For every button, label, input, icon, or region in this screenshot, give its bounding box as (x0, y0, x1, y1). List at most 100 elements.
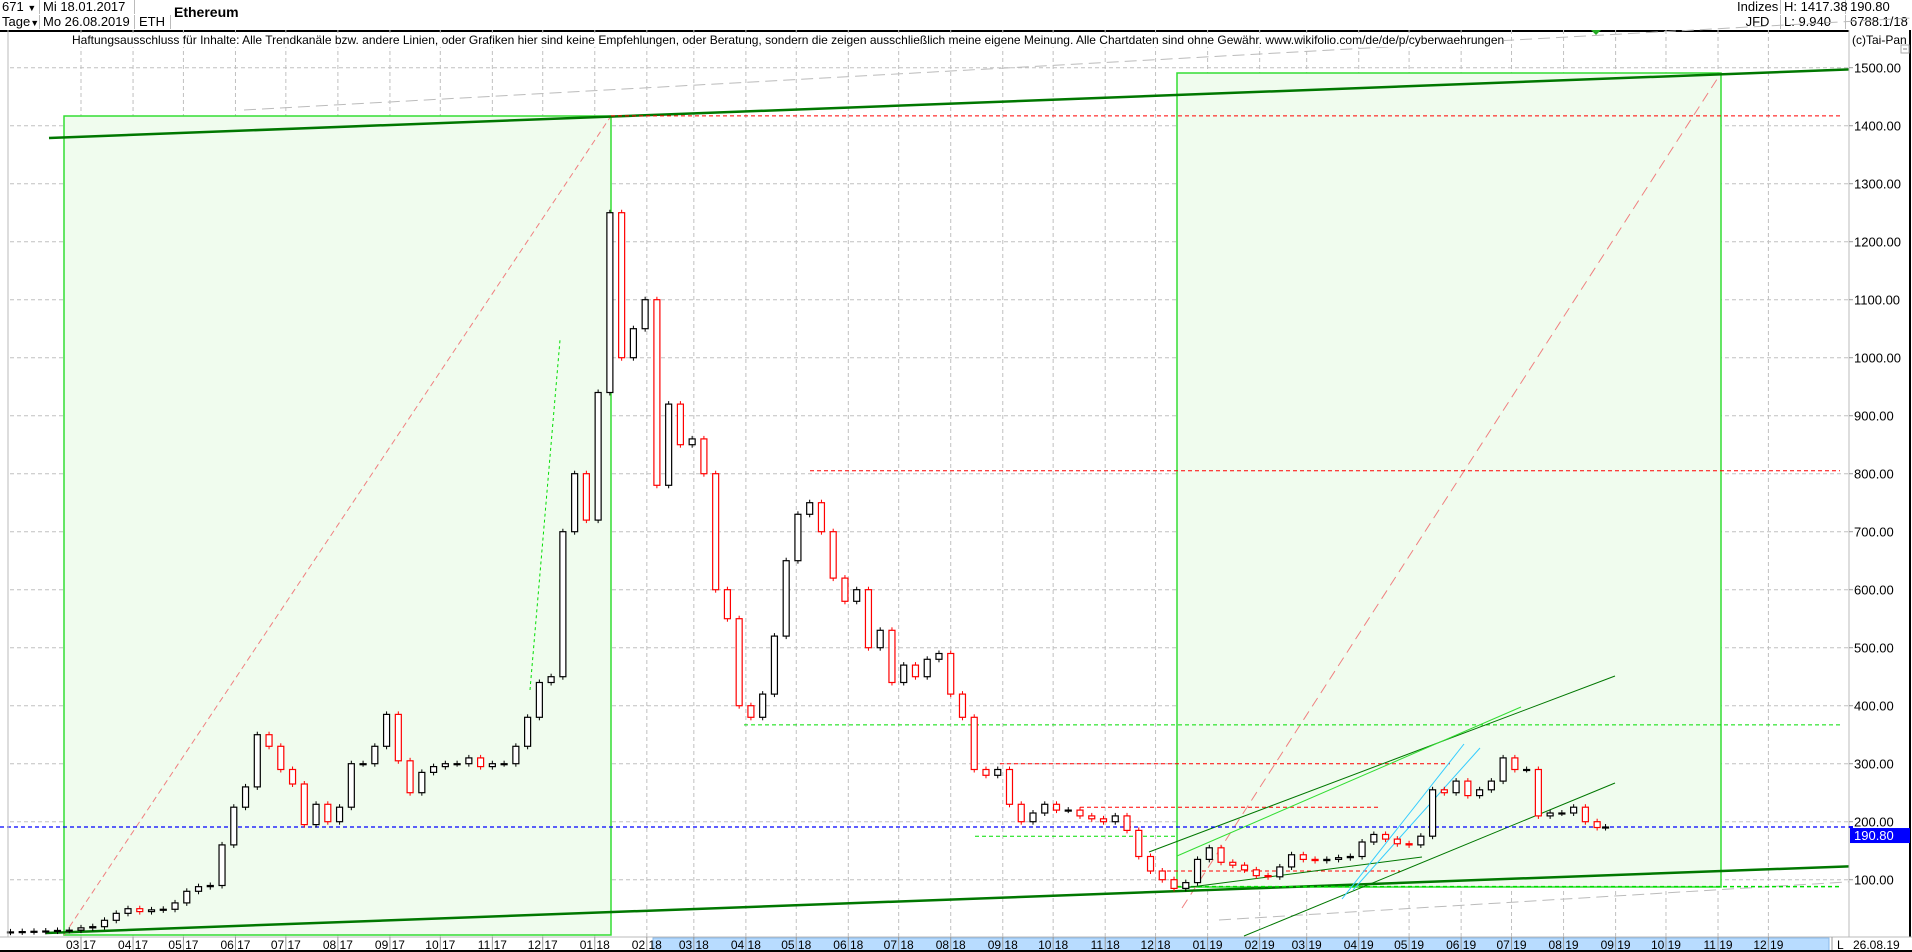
trend-channel-2019-mid (1176, 706, 1522, 857)
candle (89, 926, 97, 929)
candle (547, 676, 555, 684)
candle (618, 212, 626, 359)
price-tick-label: 800.00 (1854, 467, 1894, 482)
date-tick-label: 12 19 (1753, 938, 1783, 952)
candle (735, 618, 743, 707)
date-tick-label: 09 17 (375, 938, 405, 952)
candle (65, 929, 73, 932)
chevron-down-icon: ▼ (30, 18, 40, 28)
start-date[interactable]: Mi 18.01.2017 (41, 0, 135, 14)
instrument-title: Ethereum (174, 4, 239, 20)
date-tick-label: 12 17 (528, 938, 558, 952)
candle (876, 629, 884, 649)
candle (1601, 826, 1610, 829)
price-tick-label: 700.00 (1854, 525, 1894, 540)
candle (958, 693, 967, 718)
last-price-label: 190.80 (1854, 828, 1894, 843)
candle (1464, 780, 1472, 797)
candle (1017, 803, 1025, 823)
end-date[interactable]: Mo 26.08.2019 (41, 15, 135, 29)
price-tick-label: 1200.00 (1854, 235, 1901, 250)
candle (1499, 757, 1507, 782)
candle (171, 902, 179, 910)
candle (1135, 829, 1143, 858)
candle (1229, 861, 1237, 866)
candle (1240, 864, 1249, 871)
channel-lower-line (45, 862, 1912, 935)
candle (1193, 858, 1202, 884)
candle (841, 577, 849, 602)
candle (911, 664, 920, 678)
date-axis[interactable]: 03 17 04 17 05 17 06 17 07 17 08 17 09 17 10 17… (0, 936, 1912, 952)
candle (277, 745, 285, 771)
candle (1546, 812, 1554, 817)
market: Indizes (1735, 0, 1781, 14)
candle (488, 763, 496, 768)
price-tick-label: 500.00 (1854, 641, 1894, 656)
candle (1334, 857, 1343, 860)
info-value: 6788.1/18 (1850, 14, 1908, 29)
candle (1581, 806, 1589, 823)
date-tick-label: 09 18 (988, 938, 1018, 952)
bars-count-dropdown[interactable]: 671 ▼ (0, 0, 40, 14)
candle (512, 745, 520, 765)
candle (1052, 803, 1061, 811)
candle (923, 658, 931, 678)
candle (335, 806, 344, 823)
candle (453, 763, 461, 766)
candle (970, 716, 978, 771)
date-tick-label: 06 17 (220, 938, 250, 952)
candle (500, 763, 508, 766)
candle (1381, 833, 1390, 840)
candle (1076, 809, 1084, 817)
candle (112, 912, 120, 921)
date-tick-label: 03 17 (66, 938, 96, 952)
period-dropdown[interactable]: Tage▼ (0, 15, 40, 29)
candle (524, 716, 532, 747)
candle (594, 391, 602, 521)
candle (1158, 870, 1166, 881)
candle (582, 473, 590, 521)
candle (571, 473, 579, 533)
fib-diagonal-2017 (63, 115, 612, 936)
last-date-label: 26.08.19 (1853, 938, 1900, 952)
grid (10, 30, 1849, 937)
candle (124, 908, 132, 914)
candle (418, 771, 426, 794)
candle (900, 664, 908, 684)
candle (1476, 789, 1484, 797)
candle (888, 629, 896, 684)
cyan-trend-line (1341, 743, 1465, 900)
candle (1064, 809, 1072, 812)
price-tick-label: 400.00 (1854, 699, 1894, 714)
candle (253, 734, 261, 788)
candle (817, 502, 826, 533)
trend-channel-2019-lower (1243, 782, 1616, 937)
candle (53, 929, 62, 933)
date-tick-label: 11 19 (1703, 938, 1732, 952)
candle (606, 212, 614, 394)
candle (406, 760, 414, 794)
candle (1323, 858, 1331, 862)
candle (42, 930, 50, 933)
candle (747, 705, 755, 718)
candle (700, 438, 708, 475)
candle (1170, 879, 1178, 890)
candles (6, 209, 1610, 936)
candle (676, 403, 685, 446)
candle (1393, 838, 1401, 845)
candle (535, 681, 543, 718)
price-tick-label: 1500.00 (1854, 61, 1901, 76)
candle (1252, 869, 1260, 877)
date-tick-label: 09 19 (1601, 938, 1631, 952)
date-tick-label: 10 17 (425, 938, 455, 952)
log-scale-toggle[interactable]: L (1837, 938, 1844, 952)
last-price-badge (1850, 828, 1910, 844)
candle (1417, 835, 1425, 846)
candle (1005, 768, 1014, 805)
candle (359, 763, 367, 766)
candle (159, 908, 167, 911)
price-tick-label: 100.00 (1854, 873, 1894, 888)
candle (6, 931, 15, 934)
